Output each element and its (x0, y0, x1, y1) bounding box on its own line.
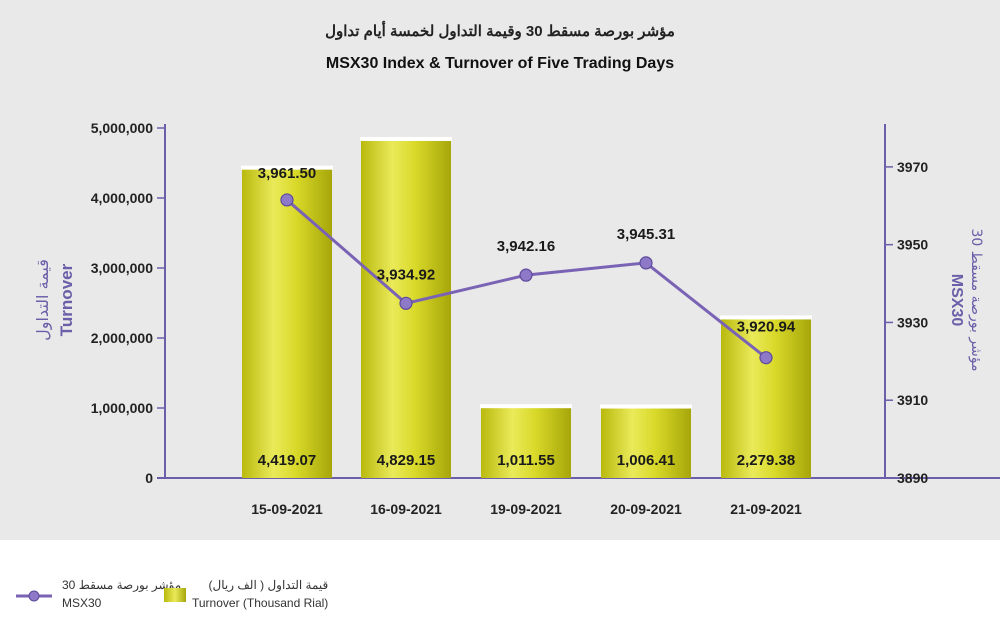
y-left-tick-label: 0 (145, 470, 153, 486)
chart-svg: 0 1,000,000 2,000,000 3,000,000 4,000,000 5,0… (33, 120, 1000, 517)
line-point-label: 3,945.31 (617, 226, 675, 243)
y-right-tick-label: 3950 (897, 237, 928, 253)
bar-top-highlight (600, 404, 692, 409)
chart-title-arabic: مؤشر بورصة مسقط 30 وقيمة التداول لخمسة أ… (325, 23, 675, 40)
x-tick-label: 20-09-2021 (610, 501, 682, 517)
line-point (280, 193, 294, 207)
y-left-tick-label: 1,000,000 (91, 400, 153, 416)
bar (481, 407, 571, 478)
bar-value-label: 4,829.15 (377, 452, 435, 469)
bar-top-highlight (480, 404, 572, 409)
line-point-label: 3,961.50 (258, 165, 316, 182)
y-right-tick-label: 3970 (897, 159, 928, 175)
bar-top-highlight (360, 136, 452, 141)
y-right-tick-label: 3910 (897, 392, 928, 408)
y-right-axis-label-arabic: مؤشر بورصة مسقط 30 (968, 228, 984, 371)
bar-top-highlight (720, 315, 812, 320)
line-point (759, 351, 773, 365)
y-left-axis-label-arabic: قيمة التداول (33, 259, 53, 341)
bar-top-highlight (241, 165, 333, 170)
legend-bar-name: Turnover (Thousand Rial) (192, 596, 329, 610)
bar-value-label: 2,279.38 (737, 452, 795, 469)
bar (601, 407, 691, 478)
bar (242, 168, 332, 478)
y-left-tick-label: 3,000,000 (91, 260, 153, 276)
legend-bar: قيمة التداول ( الف ريال) Turnover (Thous… (192, 578, 328, 610)
x-tick-label: 16-09-2021 (370, 501, 442, 517)
y-right-tick-label: 3930 (897, 314, 928, 330)
line-point-label: 3,920.94 (737, 319, 796, 336)
legend-line-name-arabic: مؤشر بورصة مسقط 30 (62, 578, 182, 592)
y-left-tick-label: 4,000,000 (91, 190, 153, 206)
legend-bar-name-arabic: قيمة التداول ( الف ريال) (208, 578, 329, 592)
y-left-tick-label: 5,000,000 (91, 120, 153, 136)
x-tick-label: 19-09-2021 (490, 501, 562, 517)
chart-title: MSX30 Index & Turnover of Five Trading D… (325, 55, 675, 72)
line-point (519, 268, 533, 282)
line-point-label: 3,934.92 (377, 266, 435, 283)
line-point-label: 3,942.16 (497, 238, 555, 255)
bar (721, 318, 811, 478)
line-point (399, 296, 413, 310)
legend-line-swatch (16, 590, 52, 602)
x-tick-label: 15-09-2021 (251, 501, 323, 517)
bar-value-label: 1,006.41 (617, 452, 675, 469)
x-tick-label: 21-09-2021 (730, 501, 802, 517)
bar-value-label: 4,419.07 (258, 452, 316, 469)
bar-value-label: 1,011.55 (497, 452, 555, 469)
legend-bar-swatch (164, 588, 186, 602)
line-point (639, 256, 653, 270)
y-right-axis-label: MSX30 (948, 274, 965, 327)
y-left-axis-label: Turnover (57, 263, 76, 336)
y-right-tick-label: 3890 (897, 470, 928, 486)
y-left-tick-label: 2,000,000 (91, 330, 153, 346)
legend-line: مؤشر بورصة مسقط 30 MSX30 (62, 578, 181, 610)
legend-line-name: MSX30 (62, 596, 102, 610)
